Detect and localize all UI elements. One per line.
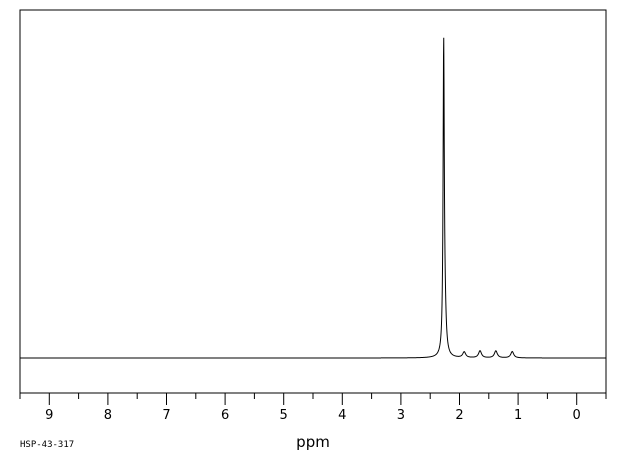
x-tick-label: 2 xyxy=(455,408,463,423)
x-axis: 9 8 7 6 5 4 3 2 1 0 xyxy=(19,393,607,423)
x-tick-label: 3 xyxy=(397,408,405,423)
x-tick-label: 9 xyxy=(45,408,53,423)
x-tick-label: 5 xyxy=(280,408,288,423)
spectrum-layer xyxy=(20,37,606,359)
plot-frame xyxy=(19,9,607,394)
x-tick-label: 6 xyxy=(221,408,229,423)
spectrum-line xyxy=(20,37,606,359)
x-tick-label: 8 xyxy=(104,408,112,423)
x-tick-label: 4 xyxy=(338,408,346,423)
x-tick-label: 7 xyxy=(162,408,170,423)
x-axis-label: ppm xyxy=(296,433,330,451)
sample-id-label: HSP-43-317 xyxy=(20,440,74,450)
x-tick-label: 0 xyxy=(573,408,581,423)
x-tick-label: 1 xyxy=(514,408,522,423)
